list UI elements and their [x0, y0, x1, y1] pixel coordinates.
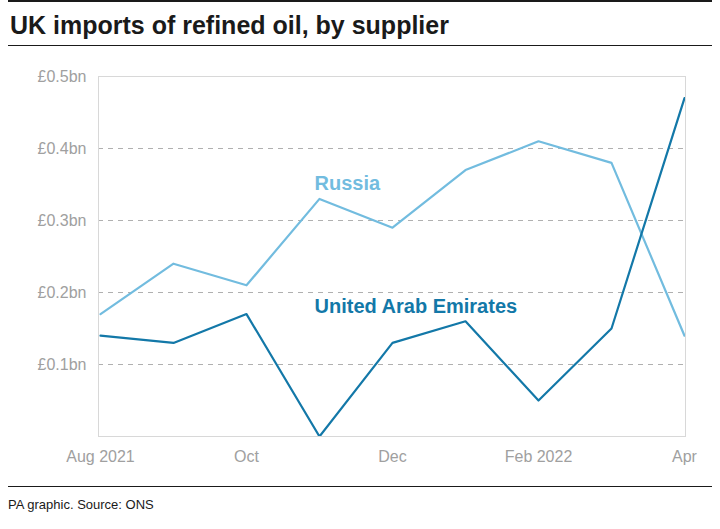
html-text:PA graphic. Source: ONS: PA graphic. Source: ONS	[8, 497, 154, 512]
svg-text:Russia: Russia	[315, 172, 381, 194]
svg-text:£0.1bn: £0.1bn	[38, 356, 87, 373]
svg-text:Aug 2021: Aug 2021	[66, 448, 135, 465]
svg-text:£0.4bn: £0.4bn	[38, 140, 87, 157]
svg-text:£0.2bn: £0.2bn	[38, 284, 87, 301]
svg-text:Dec: Dec	[378, 448, 406, 465]
svg-text:£0.5bn: £0.5bn	[38, 68, 87, 85]
svg-text:£0.3bn: £0.3bn	[38, 212, 87, 229]
svg-text:United Arab Emirates: United Arab Emirates	[315, 295, 518, 317]
svg-text:Oct: Oct	[234, 448, 259, 465]
svg-text:Apr: Apr	[672, 448, 698, 465]
html-text:UK imports of refined oil, by: UK imports of refined oil, by supplier	[10, 11, 449, 39]
svg-text:Feb 2022: Feb 2022	[505, 448, 573, 465]
